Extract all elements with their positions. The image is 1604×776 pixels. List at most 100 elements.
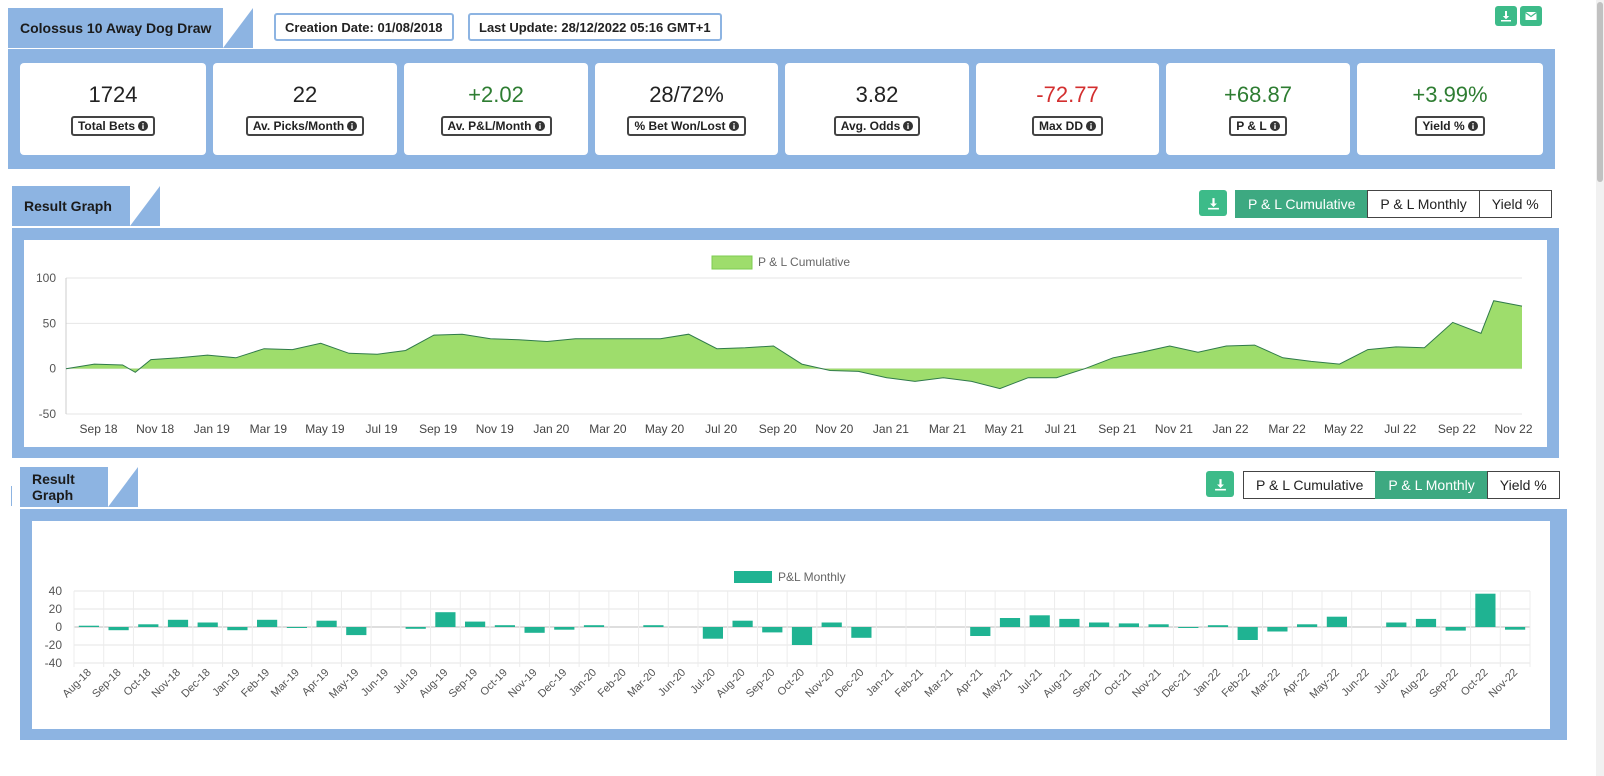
x-tick-label: Aug-19 — [417, 667, 451, 701]
stat-label[interactable]: Av. Picks/Month — [245, 116, 365, 136]
stat-card-yield: +3.99% Yield % — [1357, 63, 1543, 155]
graph2-panel: 40 20 0 -20 -40 Aug-18 Sep-18 Oct-18 Nov-18 Dec-1… — [20, 509, 1567, 740]
yield-button[interactable]: Yield % — [1486, 471, 1560, 499]
x-tick-label: Dec-21 — [1160, 667, 1194, 701]
creation-date-pill: Creation Date: 01/08/2018 — [274, 13, 454, 41]
info-circle-icon — [1269, 121, 1280, 131]
bar — [851, 627, 872, 638]
stat-label[interactable]: Yield % — [1415, 116, 1485, 136]
pl-cumulative-button[interactable]: P & L Cumulative — [1235, 190, 1369, 218]
stat-value: -72.77 — [1036, 82, 1099, 107]
stat-card-pl: +68.87 P & L — [1166, 63, 1350, 155]
bar — [554, 627, 575, 630]
result-graph-tab-2: Result Graph — [20, 467, 138, 507]
info-circle-icon — [728, 121, 739, 131]
stat-label[interactable]: Max DD — [1031, 116, 1103, 136]
x-tick-label: Jun-20 — [656, 667, 688, 699]
email-button[interactable] — [1520, 6, 1542, 26]
x-tick-label: Jan-21 — [864, 667, 896, 699]
bar — [583, 625, 605, 627]
x-tick-label: Nov-18 — [150, 667, 184, 701]
legend-swatch — [711, 255, 753, 270]
stat-label[interactable]: % Bet Won/Lost — [627, 116, 746, 136]
x-tick-label: Sep 19 — [419, 422, 457, 436]
bar — [138, 624, 159, 627]
download-icon — [1501, 11, 1511, 22]
x-tick-label: Sep-18 — [90, 667, 124, 701]
x-tick-label: Feb-22 — [1220, 667, 1253, 700]
x-tick-label: May 19 — [305, 422, 345, 436]
info-circle-icon — [347, 121, 358, 131]
bar — [999, 618, 1021, 627]
x-tick-label: Nov-20 — [803, 667, 837, 701]
x-tick-label: Dec-18 — [179, 667, 213, 701]
last-update-pill: Last Update: 28/12/2022 05:16 GMT+1 — [468, 13, 722, 41]
stat-label[interactable]: Av. P&L/Month — [440, 116, 552, 136]
bar — [465, 621, 486, 627]
x-tick-label: Jan-22 — [1191, 667, 1223, 699]
bar — [732, 620, 753, 627]
x-tick-label: Nov 19 — [476, 422, 514, 436]
bar — [1118, 623, 1139, 627]
stat-value: +2.02 — [468, 82, 524, 107]
stat-label[interactable]: Total Bets — [70, 116, 156, 136]
x-tick-label: Jul 21 — [1045, 422, 1077, 436]
legend-label: P & L Cumulative — [758, 255, 850, 269]
x-tick-label: Jul 22 — [1384, 422, 1416, 436]
info-circle-icon — [1467, 121, 1478, 131]
x-tick-label: Oct-21 — [1102, 667, 1134, 699]
bar — [1089, 622, 1110, 627]
x-tick-label: Nov-22 — [1487, 667, 1521, 701]
x-tick-label: May-19 — [327, 667, 361, 701]
x-tick-label: Jan-19 — [210, 667, 242, 699]
scrollbar-thumb[interactable] — [1597, 2, 1603, 182]
x-tick-label: Jul 19 — [366, 422, 398, 436]
graph1-download-button[interactable] — [1199, 190, 1227, 216]
stat-value: +68.87 — [1224, 82, 1292, 107]
bar — [197, 622, 218, 627]
x-tick-label: Sep-19 — [447, 667, 481, 701]
graph2-view-toggle: P & L Cumulative P & L Monthly Yield % — [1243, 471, 1560, 499]
x-tick-label: May 22 — [1324, 422, 1364, 436]
x-tick-label: Sep 21 — [1098, 422, 1136, 436]
graph2-download-button[interactable] — [1206, 471, 1234, 497]
bar — [286, 627, 307, 628]
pl-monthly-button[interactable]: P & L Monthly — [1375, 471, 1488, 499]
y-tick-label: -40 — [45, 656, 63, 670]
stat-value: 3.82 — [855, 82, 899, 107]
legend-swatch — [734, 571, 772, 583]
cumulative-chart-box: 100 50 0 -50 Sep 18 Nov 18 Jan 19 Mar 19 May 19 J… — [24, 240, 1547, 447]
bar — [1445, 627, 1466, 631]
download-button[interactable] — [1495, 6, 1517, 26]
x-tick-label: May-21 — [981, 667, 1015, 701]
info-circle-icon — [534, 121, 545, 131]
pl-cumulative-button[interactable]: P & L Cumulative — [1243, 471, 1377, 499]
divider — [11, 486, 12, 506]
x-tick-label: Sep-20 — [744, 667, 778, 701]
y-tick-label: 0 — [49, 362, 56, 376]
x-tick-label: Nov 22 — [1494, 422, 1532, 436]
pl-monthly-button[interactable]: P & L Monthly — [1367, 190, 1480, 218]
result-graph-title: Result Graph — [24, 198, 112, 214]
x-tick-label: Nov 21 — [1155, 422, 1193, 436]
stat-label[interactable]: P & L — [1229, 116, 1287, 136]
bar — [346, 627, 367, 636]
x-tick-label: Aug-22 — [1398, 667, 1432, 701]
stat-label[interactable]: Avg. Odds — [833, 116, 921, 136]
page-scrollbar[interactable] — [1596, 0, 1604, 776]
bar — [227, 627, 248, 631]
envelope-icon — [1525, 12, 1537, 20]
yield-button[interactable]: Yield % — [1478, 190, 1552, 218]
x-tick-label: May 20 — [645, 422, 685, 436]
y-tick-label: 50 — [43, 316, 57, 330]
stat-value: 22 — [292, 82, 318, 107]
pl-monthly-chart: 40200-20-40Aug-18Sep-18Oct-18Nov-18Dec-1… — [45, 570, 1531, 701]
stat-label-text: Yield % — [1422, 119, 1465, 133]
x-tick-label: Mar 21 — [929, 422, 967, 436]
stat-card-avg-odds: 3.82 Avg. Odds — [785, 63, 969, 155]
bar — [405, 627, 426, 629]
stat-label-text: Av. P&L/Month — [447, 119, 532, 133]
area-fill — [66, 300, 1522, 389]
bar — [1505, 627, 1526, 630]
x-tick-label: Mar 22 — [1268, 422, 1306, 436]
